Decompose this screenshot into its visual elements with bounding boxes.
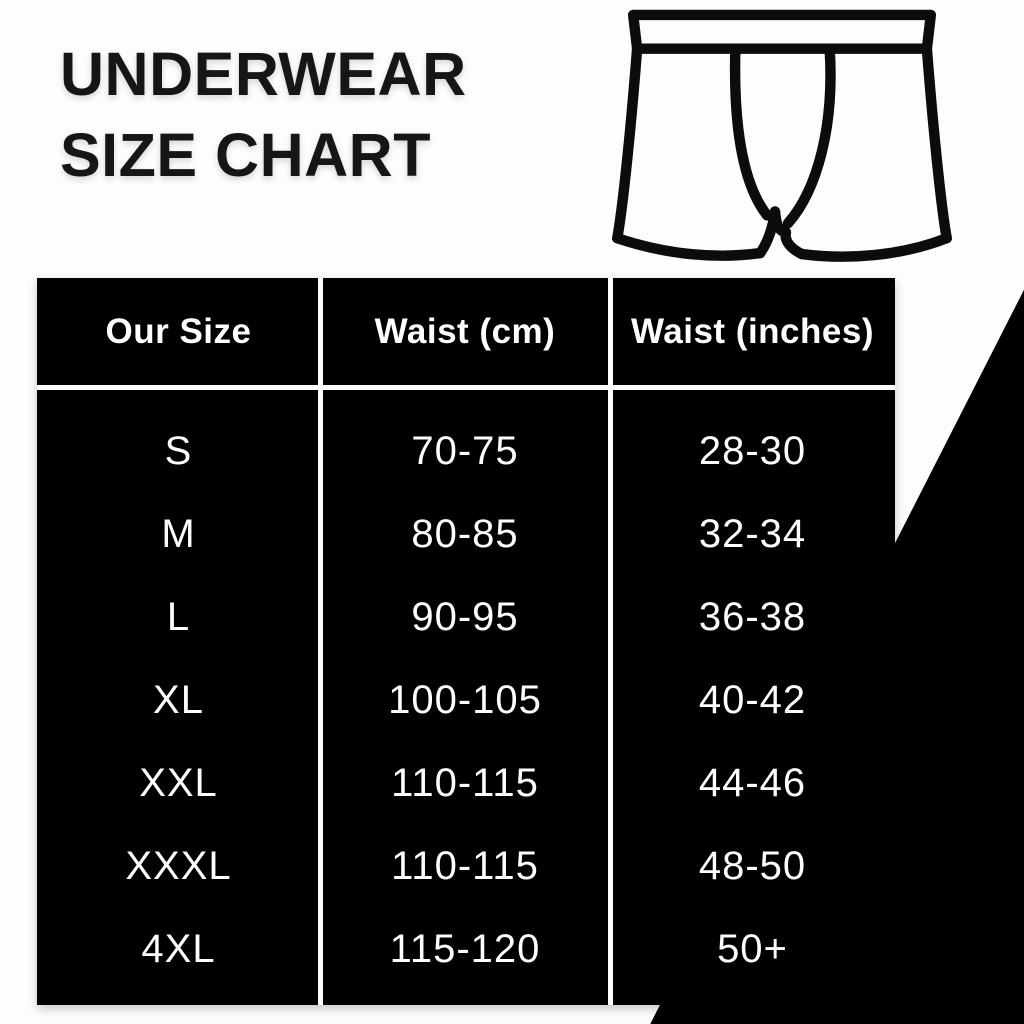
cell-waist-cm: 115-120 <box>389 927 541 971</box>
title-line-2: SIZE CHART <box>60 121 431 189</box>
cell-size: XXXL <box>125 844 232 888</box>
cell-waist-cm: 70-75 <box>411 429 519 473</box>
cell-waist-inches: 44-46 <box>698 761 807 805</box>
column-divider-1 <box>318 278 323 1005</box>
header-divider-line <box>37 385 895 390</box>
cell-waist-inches: 32-34 <box>698 512 807 556</box>
cell-waist-inches: 28-30 <box>698 429 807 473</box>
title-line-1: UNDERWEAR <box>60 40 467 108</box>
header-waist-cm: Waist (cm) <box>374 311 556 351</box>
header-our-size: Our Size <box>105 311 252 351</box>
cell-waist-cm: 80-85 <box>411 512 519 556</box>
cell-waist-cm: 110-115 <box>391 761 539 805</box>
cell-waist-inches: 48-50 <box>698 844 807 888</box>
table-header-row: Our Size Waist (cm) Waist (inches) <box>37 278 895 385</box>
cell-waist-inches: 50+ <box>717 927 788 971</box>
cell-size: XL <box>153 678 204 722</box>
cell-size: S <box>164 429 193 473</box>
header-waist-inches: Waist (inches) <box>631 311 874 351</box>
cell-size: M <box>161 512 196 556</box>
cell-waist-cm: 90-95 <box>411 595 519 639</box>
column-divider-2 <box>608 278 613 1005</box>
boxer-briefs-icon <box>612 6 952 264</box>
cell-size: 4XL <box>141 927 216 971</box>
cell-waist-inches: 40-42 <box>698 678 807 722</box>
cell-waist-inches: 36-38 <box>698 595 807 639</box>
table-body: S 70-75 28-30 M 80-85 32-34 L 90-95 36-3… <box>37 390 895 1005</box>
cell-waist-cm: 110-115 <box>391 844 539 888</box>
cell-size: L <box>166 595 191 639</box>
boxer-briefs-drawing <box>612 9 952 262</box>
cell-waist-cm: 100-105 <box>388 678 542 722</box>
cell-size: XXL <box>139 761 218 805</box>
size-table: Our Size Waist (cm) Waist (inches) S 70-… <box>37 278 895 1005</box>
page-title: UNDERWEAR SIZE CHART <box>60 34 467 196</box>
